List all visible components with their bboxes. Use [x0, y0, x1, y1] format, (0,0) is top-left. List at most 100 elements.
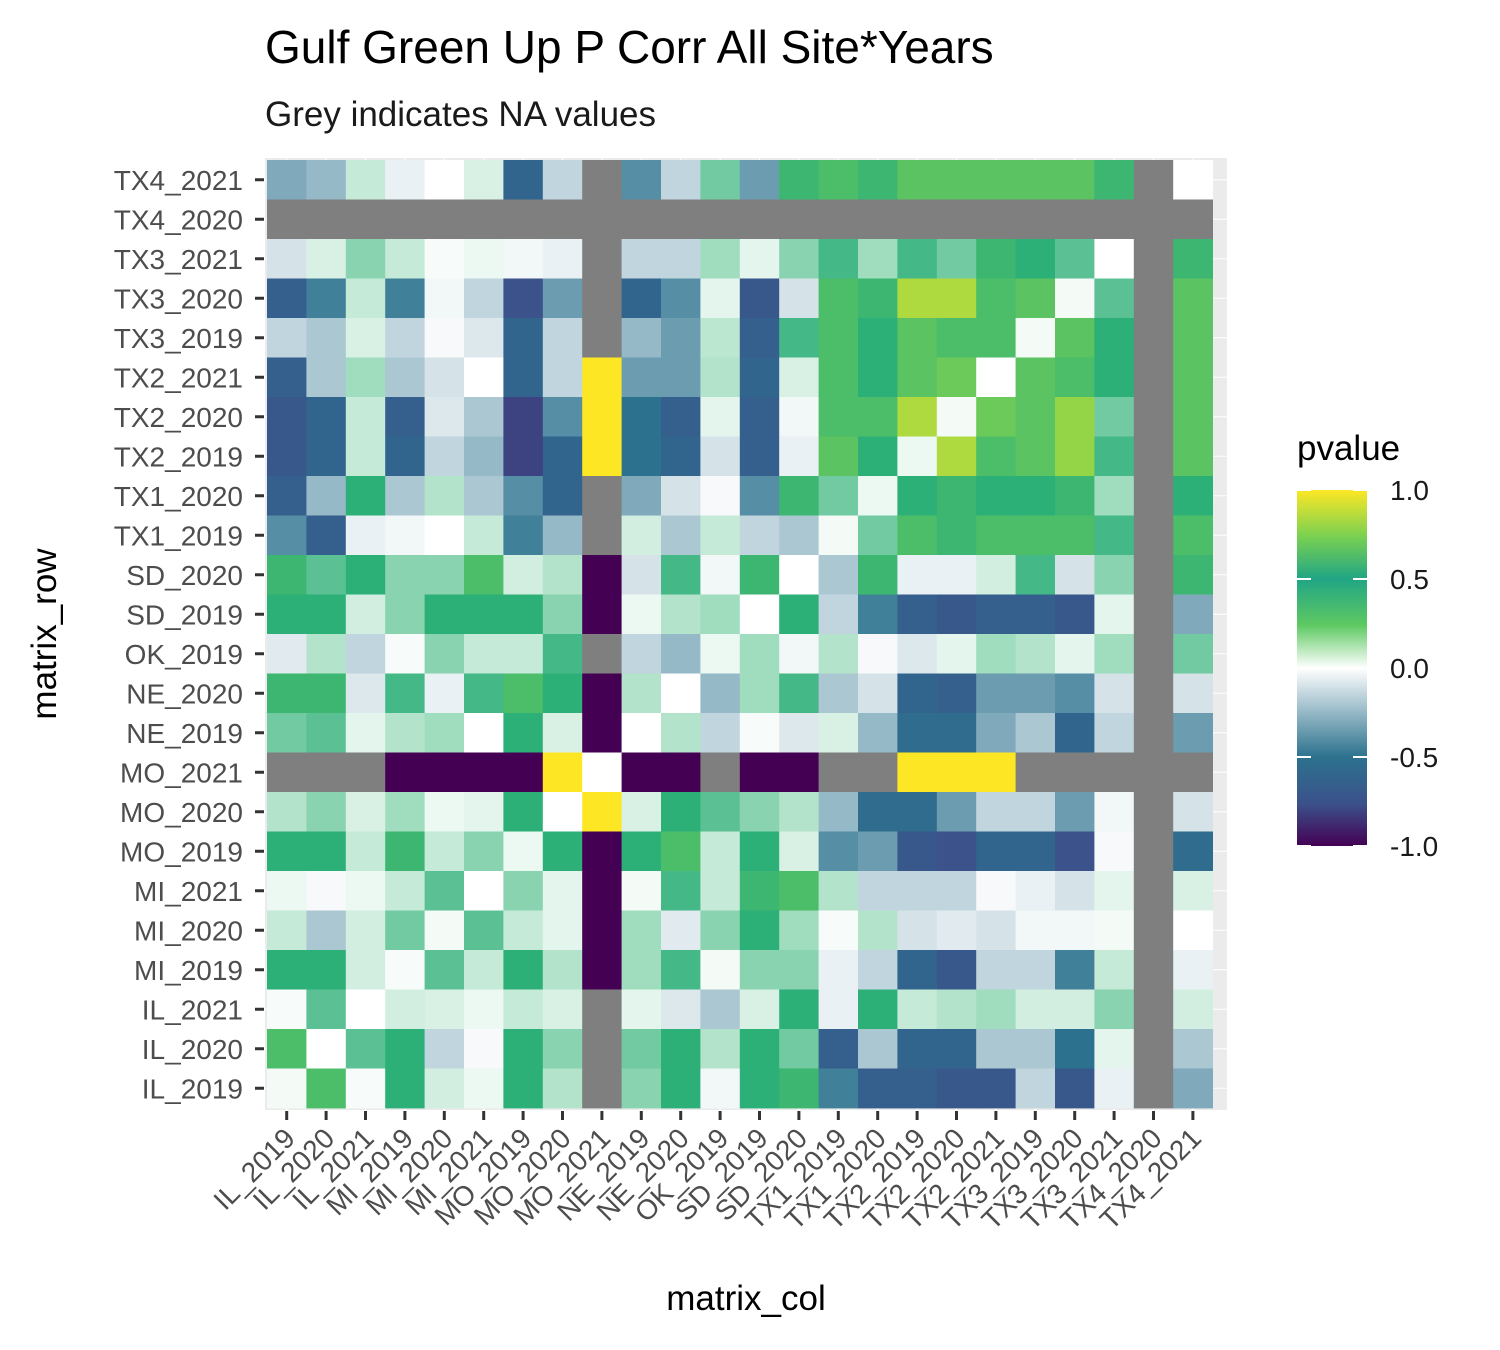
heatmap-cell [1015, 199, 1056, 240]
heatmap-cell [661, 515, 701, 556]
heatmap-cell [267, 831, 307, 872]
heatmap-cell [897, 555, 938, 595]
heatmap-cell [936, 634, 977, 674]
y-tick-label: TX4_2020 [114, 204, 243, 235]
heatmap-cell [503, 831, 544, 872]
heatmap-cell [700, 792, 741, 832]
heatmap-cell [582, 950, 622, 990]
heatmap-cell [385, 752, 425, 793]
y-tick-label: MI_2019 [134, 955, 243, 986]
heatmap-cell [818, 871, 859, 911]
heatmap-cell [976, 199, 1016, 240]
heatmap-cell [542, 318, 583, 358]
heatmap-cell [1173, 792, 1213, 832]
heatmap-cell [582, 239, 622, 279]
heatmap-cell [936, 673, 977, 714]
heatmap-cell [739, 397, 780, 437]
heatmap-cell [1055, 239, 1095, 279]
heatmap-cell [542, 634, 583, 674]
heatmap-cell [424, 357, 465, 398]
heatmap-cell [897, 950, 938, 990]
heatmap-cell [306, 1068, 347, 1109]
heatmap-cell [858, 555, 898, 595]
heatmap-cell [739, 160, 780, 200]
heatmap-cell [1015, 397, 1056, 437]
heatmap-cell [661, 278, 701, 319]
heatmap-cell [345, 239, 386, 279]
heatmap-cell [621, 792, 662, 832]
heatmap-cell [385, 160, 425, 200]
heatmap-cell [464, 673, 504, 714]
heatmap-cell [936, 950, 977, 990]
heatmap-cell [385, 515, 425, 556]
heatmap-cell [1173, 476, 1213, 516]
heatmap-cell [700, 239, 741, 279]
heatmap-cell [345, 910, 386, 951]
y-tick-label: TX4_2021 [114, 165, 243, 196]
heatmap-cell [661, 1068, 701, 1109]
heatmap-cell [661, 1029, 701, 1069]
heatmap-cell [739, 594, 780, 635]
heatmap-cell [385, 871, 425, 911]
heatmap-cell [1094, 673, 1135, 714]
heatmap-cell [739, 1029, 780, 1069]
heatmap-cell [1133, 357, 1174, 398]
heatmap-cell [897, 792, 938, 832]
heatmap-cell [661, 910, 701, 951]
heatmap-cell [621, 436, 662, 477]
heatmap-cell [779, 634, 819, 674]
heatmap-cell [779, 831, 819, 872]
heatmap-cell [464, 871, 504, 911]
heatmap-cell [779, 357, 819, 398]
heatmap-cell [1094, 476, 1135, 516]
heatmap-cell [1055, 634, 1095, 674]
heatmap-cell [700, 397, 741, 437]
heatmap-cell [464, 239, 504, 279]
heatmap-cell [503, 871, 544, 911]
heatmap-cell [1173, 713, 1213, 753]
heatmap-cell [267, 436, 307, 477]
heatmap-cell [1133, 239, 1174, 279]
heatmap-cell [385, 555, 425, 595]
heatmap-cell [621, 1029, 662, 1069]
heatmap-cell [700, 515, 741, 556]
heatmap-cell [739, 989, 780, 1030]
heatmap-cell [306, 160, 347, 200]
heatmap-cell [267, 634, 307, 674]
heatmap-cell [1173, 278, 1213, 319]
heatmap-cell [897, 318, 938, 358]
heatmap-cell [1173, 555, 1213, 595]
heatmap-cell [542, 752, 583, 793]
heatmap-cell [503, 950, 544, 990]
heatmap-cell [779, 792, 819, 832]
heatmap-cell [464, 831, 504, 872]
heatmap-cell [542, 239, 583, 279]
heatmap-cell [818, 515, 859, 556]
legend-tick-label: -0.5 [1390, 742, 1438, 773]
heatmap-cells [267, 160, 1213, 1109]
heatmap-cell [739, 792, 780, 832]
heatmap-cell [1133, 1029, 1174, 1069]
heatmap-cell [1055, 555, 1095, 595]
heatmap-cell [1133, 199, 1174, 240]
heatmap-cell [621, 594, 662, 635]
heatmap-cell [739, 199, 780, 240]
heatmap-cell [345, 476, 386, 516]
heatmap-cell [542, 160, 583, 200]
heatmap-cell [1133, 910, 1174, 951]
heatmap-cell [1094, 278, 1135, 319]
heatmap-cell [424, 318, 465, 358]
heatmap-cell [542, 1068, 583, 1109]
heatmap-cell [858, 673, 898, 714]
heatmap-cell [542, 871, 583, 911]
heatmap-cell [661, 160, 701, 200]
heatmap-cell [385, 634, 425, 674]
heatmap-cell [739, 278, 780, 319]
heatmap-cell [1015, 594, 1056, 635]
heatmap-cell [1055, 910, 1095, 951]
heatmap-cell [818, 397, 859, 437]
heatmap-cell [818, 950, 859, 990]
heatmap-cell [858, 239, 898, 279]
heatmap-cell [700, 160, 741, 200]
heatmap-cell [1094, 555, 1135, 595]
